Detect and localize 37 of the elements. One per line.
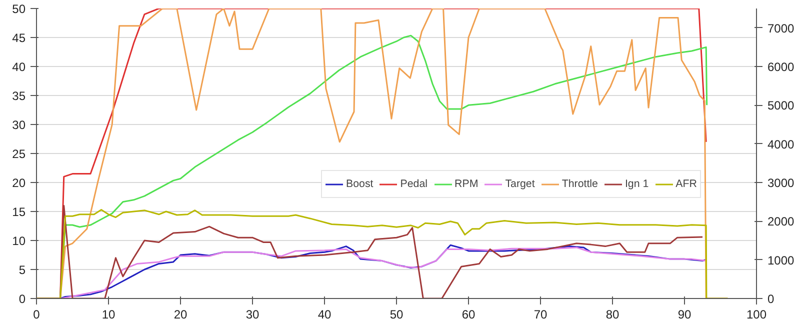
y2-tick-label: 1000	[768, 253, 795, 268]
y2-tick-label: 3000	[768, 176, 795, 190]
x-tick-label: 50	[390, 308, 404, 322]
legend-label: Boost	[346, 178, 374, 190]
y-tick-label: 40	[12, 60, 26, 74]
y-tick-label: 50	[12, 2, 26, 16]
legend-label: Pedal	[400, 178, 428, 190]
x-tick-label: 100	[746, 308, 767, 322]
y2-tick-label: 6000	[768, 60, 795, 74]
x-tick-label: 80	[606, 308, 620, 322]
x-tick-label: 70	[534, 308, 548, 322]
y2-tick-label: 2000	[768, 214, 795, 229]
y-tick-label: 0	[18, 292, 26, 306]
x-tick-label: 10	[102, 308, 116, 322]
legend-label: Target	[505, 178, 535, 190]
x-tick-label: 60	[462, 308, 476, 322]
y2-tick-label: 0	[768, 292, 774, 306]
y-tick-label: 25	[12, 147, 26, 161]
y-tick-label: 35	[12, 89, 26, 103]
x-tick-label: 30	[246, 308, 260, 322]
y2-tick-label: 4000	[768, 137, 795, 152]
y2-tick-label: 5000	[768, 98, 795, 113]
y-tick-label: 20	[12, 176, 26, 190]
y-tick-label: 15	[12, 205, 26, 219]
x-tick-label: 40	[318, 308, 332, 322]
legend-label: Ign 1	[624, 178, 649, 190]
y-tick-label: 30	[12, 118, 26, 132]
y-tick-label: 10	[12, 234, 26, 248]
legend-label: RPM	[454, 178, 478, 190]
x-tick-label: 90	[678, 308, 692, 322]
y-tick-label: 5	[18, 263, 26, 277]
y-tick-label: 45	[12, 31, 26, 45]
y2-tick-label: 7000	[768, 21, 795, 36]
legend-label: Throttle	[562, 178, 598, 190]
legend-label: AFR	[676, 178, 697, 190]
x-tick-label: 20	[174, 308, 188, 322]
x-tick-label: 0	[33, 308, 40, 322]
